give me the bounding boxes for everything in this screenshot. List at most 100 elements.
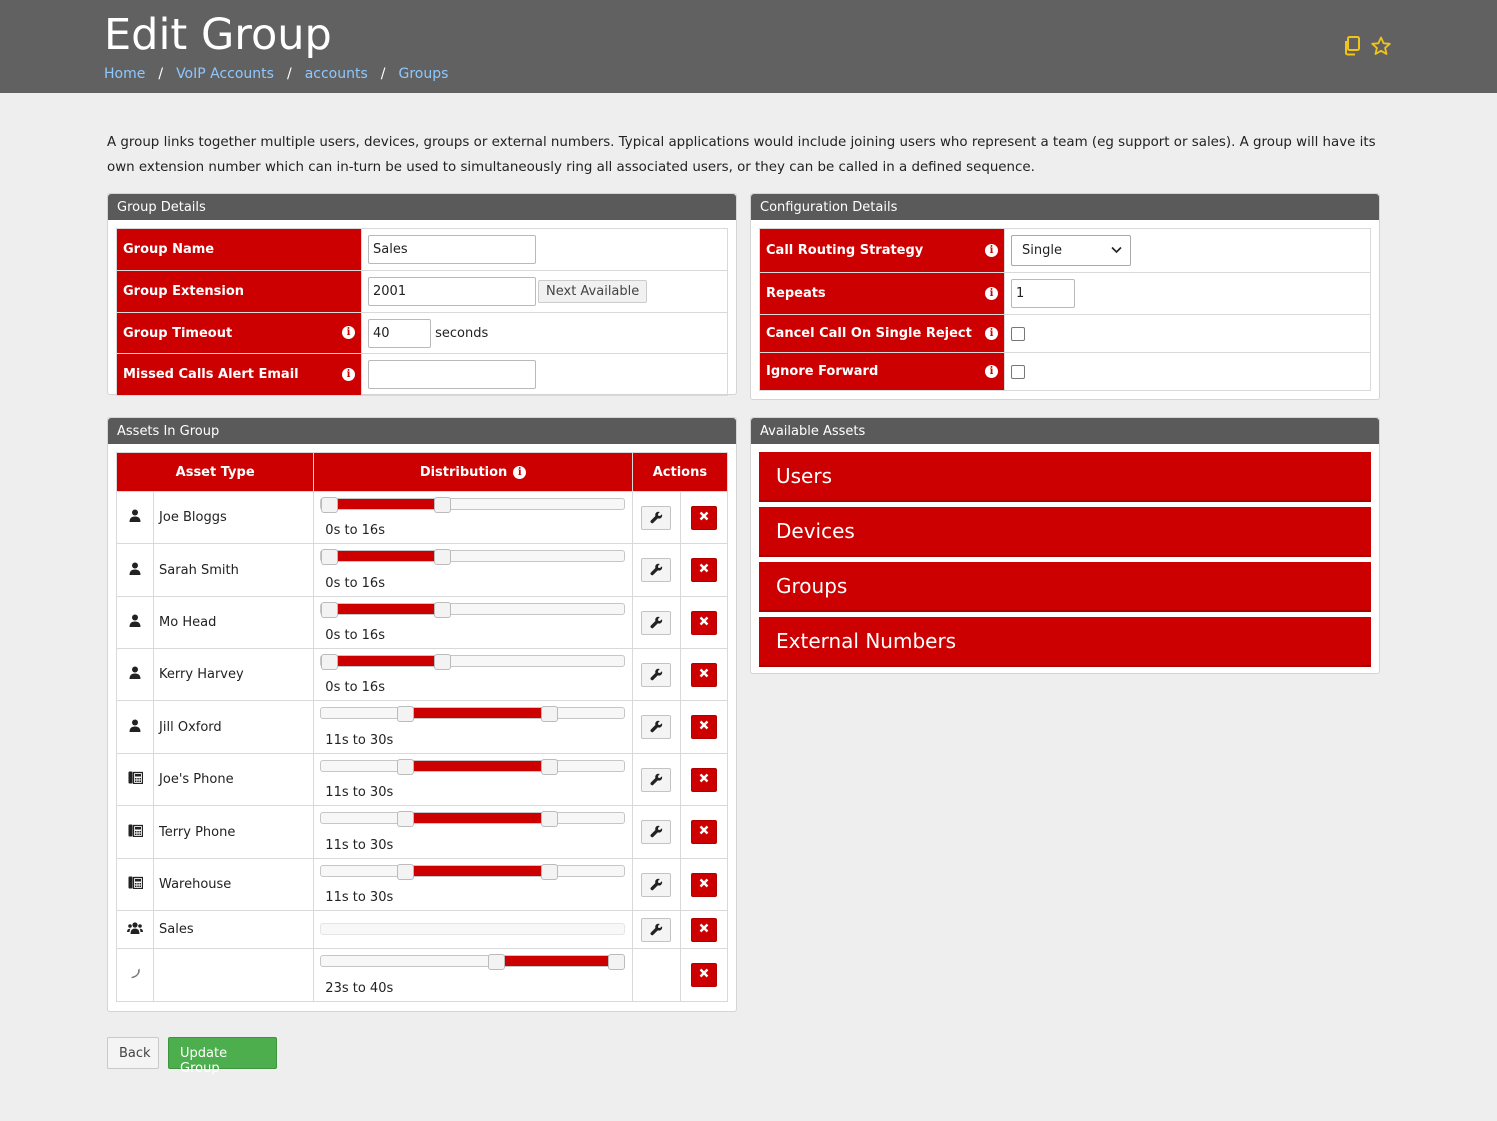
missed-calls-cell <box>361 353 728 396</box>
slider-end-handle[interactable] <box>608 954 626 970</box>
distribution-slider[interactable] <box>320 811 626 827</box>
missed-calls-email-input[interactable] <box>368 360 536 389</box>
remove-asset-button[interactable] <box>690 917 717 942</box>
distribution-slider[interactable] <box>320 602 626 618</box>
available-users-button[interactable]: Users <box>759 452 1371 502</box>
remove-asset-button[interactable] <box>690 767 717 792</box>
info-icon[interactable]: i <box>985 243 998 257</box>
group-timeout-input[interactable] <box>368 318 431 348</box>
star-icon[interactable] <box>1371 36 1391 56</box>
remove-action-cell <box>679 948 729 1002</box>
breadcrumb-separator: / <box>158 66 164 82</box>
info-icon[interactable]: i <box>985 364 998 378</box>
slider-end-handle[interactable] <box>540 759 558 775</box>
distribution-slider[interactable] <box>320 923 626 935</box>
info-icon[interactable]: i <box>342 326 355 339</box>
distribution-slider[interactable] <box>320 954 626 970</box>
asset-type-icon-cell <box>115 753 155 806</box>
group-name-input[interactable] <box>368 235 536 264</box>
remove-asset-button[interactable] <box>690 662 717 687</box>
edit-asset-button[interactable] <box>641 872 672 897</box>
distribution-cell: 11s to 30s <box>313 805 633 859</box>
edit-asset-button[interactable] <box>641 505 672 530</box>
slider-start-handle[interactable] <box>321 549 339 565</box>
edit-asset-button[interactable] <box>641 662 672 687</box>
edit-action-cell <box>631 491 681 544</box>
call-routing-select[interactable]: Single <box>1011 235 1131 266</box>
distribution-slider[interactable] <box>320 759 626 775</box>
distribution-slider[interactable] <box>320 549 626 565</box>
available-external-numbers-button[interactable]: External Numbers <box>759 617 1371 667</box>
slider-start-handle[interactable] <box>487 954 505 970</box>
breadcrumb-voip-accounts[interactable]: VoIP Accounts <box>176 66 274 82</box>
edit-action-cell <box>631 700 681 754</box>
slider-start-handle[interactable] <box>396 759 414 775</box>
slider-end-handle[interactable] <box>540 811 558 827</box>
remove-asset-button[interactable] <box>690 963 717 987</box>
distribution-slider[interactable] <box>320 706 626 722</box>
update-group-button[interactable]: Update Group <box>168 1037 277 1076</box>
wrench-icon <box>650 563 663 580</box>
slider-end-handle[interactable] <box>540 864 558 880</box>
remove-asset-button[interactable] <box>690 872 717 897</box>
edit-asset-button[interactable] <box>641 610 672 635</box>
slider-start-handle[interactable] <box>321 497 339 513</box>
call-routing-label-text: Call Routing Strategy <box>766 243 924 258</box>
asset-name: Mo Head <box>153 596 315 649</box>
distribution-range-fill <box>404 813 549 823</box>
info-icon[interactable]: i <box>985 286 998 300</box>
edit-asset-button[interactable] <box>641 715 672 739</box>
slider-end-handle[interactable] <box>434 654 452 670</box>
missed-calls-label-text: Missed Calls Alert Email <box>123 367 299 382</box>
edit-asset-button[interactable] <box>641 820 672 844</box>
asset-name: Joe Bloggs <box>153 491 315 544</box>
edit-asset-button[interactable] <box>641 558 672 582</box>
slider-end-handle[interactable] <box>540 706 558 722</box>
remove-asset-button[interactable] <box>690 558 717 582</box>
next-available-button[interactable]: Next Available <box>538 280 648 303</box>
wrench-icon <box>650 668 663 685</box>
distribution-range-fill <box>321 656 443 666</box>
breadcrumb-separator: / <box>380 66 386 82</box>
slider-start-handle[interactable] <box>321 602 339 618</box>
distribution-range-fill <box>404 866 549 876</box>
slider-start-handle[interactable] <box>396 864 414 880</box>
distribution-slider[interactable] <box>320 497 626 513</box>
back-button[interactable]: Back <box>107 1037 159 1069</box>
remove-asset-button[interactable] <box>690 715 717 739</box>
info-icon[interactable]: i <box>513 465 527 479</box>
group-timeout-unit: seconds <box>435 325 489 341</box>
copy-icon[interactable] <box>1343 36 1361 56</box>
breadcrumb-groups[interactable]: Groups <box>398 66 449 82</box>
available-devices-button[interactable]: Devices <box>759 507 1371 557</box>
slider-start-handle[interactable] <box>396 811 414 827</box>
asset-name: Warehouse <box>153 858 315 911</box>
slider-end-handle[interactable] <box>434 497 452 513</box>
slider-end-handle[interactable] <box>434 602 452 618</box>
slider-start-handle[interactable] <box>321 654 339 670</box>
distribution-range-fill <box>321 551 443 561</box>
edit-action-cell <box>631 648 681 701</box>
breadcrumb-accounts[interactable]: accounts <box>304 66 368 82</box>
group-extension-input[interactable] <box>368 277 536 306</box>
breadcrumb-home[interactable]: Home <box>104 66 146 82</box>
remove-asset-button[interactable] <box>690 820 717 844</box>
remove-asset-button[interactable] <box>690 505 717 530</box>
cancel-call-checkbox[interactable] <box>1011 326 1025 341</box>
info-icon[interactable]: i <box>342 367 355 381</box>
slider-end-handle[interactable] <box>434 549 452 565</box>
distribution-range-label: 11s to 30s <box>325 838 394 853</box>
distribution-cell: 11s to 30s <box>313 753 633 806</box>
distribution-slider[interactable] <box>320 864 626 880</box>
available-groups-button[interactable]: Groups <box>759 562 1371 612</box>
remove-asset-button[interactable] <box>690 610 717 635</box>
group-details-panel: Group Details Group Name Group Extension… <box>107 193 737 396</box>
distribution-slider[interactable] <box>320 654 626 670</box>
asset-name <box>153 948 315 1002</box>
ignore-forward-checkbox[interactable] <box>1011 364 1025 379</box>
slider-start-handle[interactable] <box>396 706 414 722</box>
edit-asset-button[interactable] <box>641 917 672 942</box>
info-icon[interactable]: i <box>985 326 998 340</box>
edit-asset-button[interactable] <box>641 767 672 792</box>
repeats-input[interactable] <box>1011 279 1075 308</box>
